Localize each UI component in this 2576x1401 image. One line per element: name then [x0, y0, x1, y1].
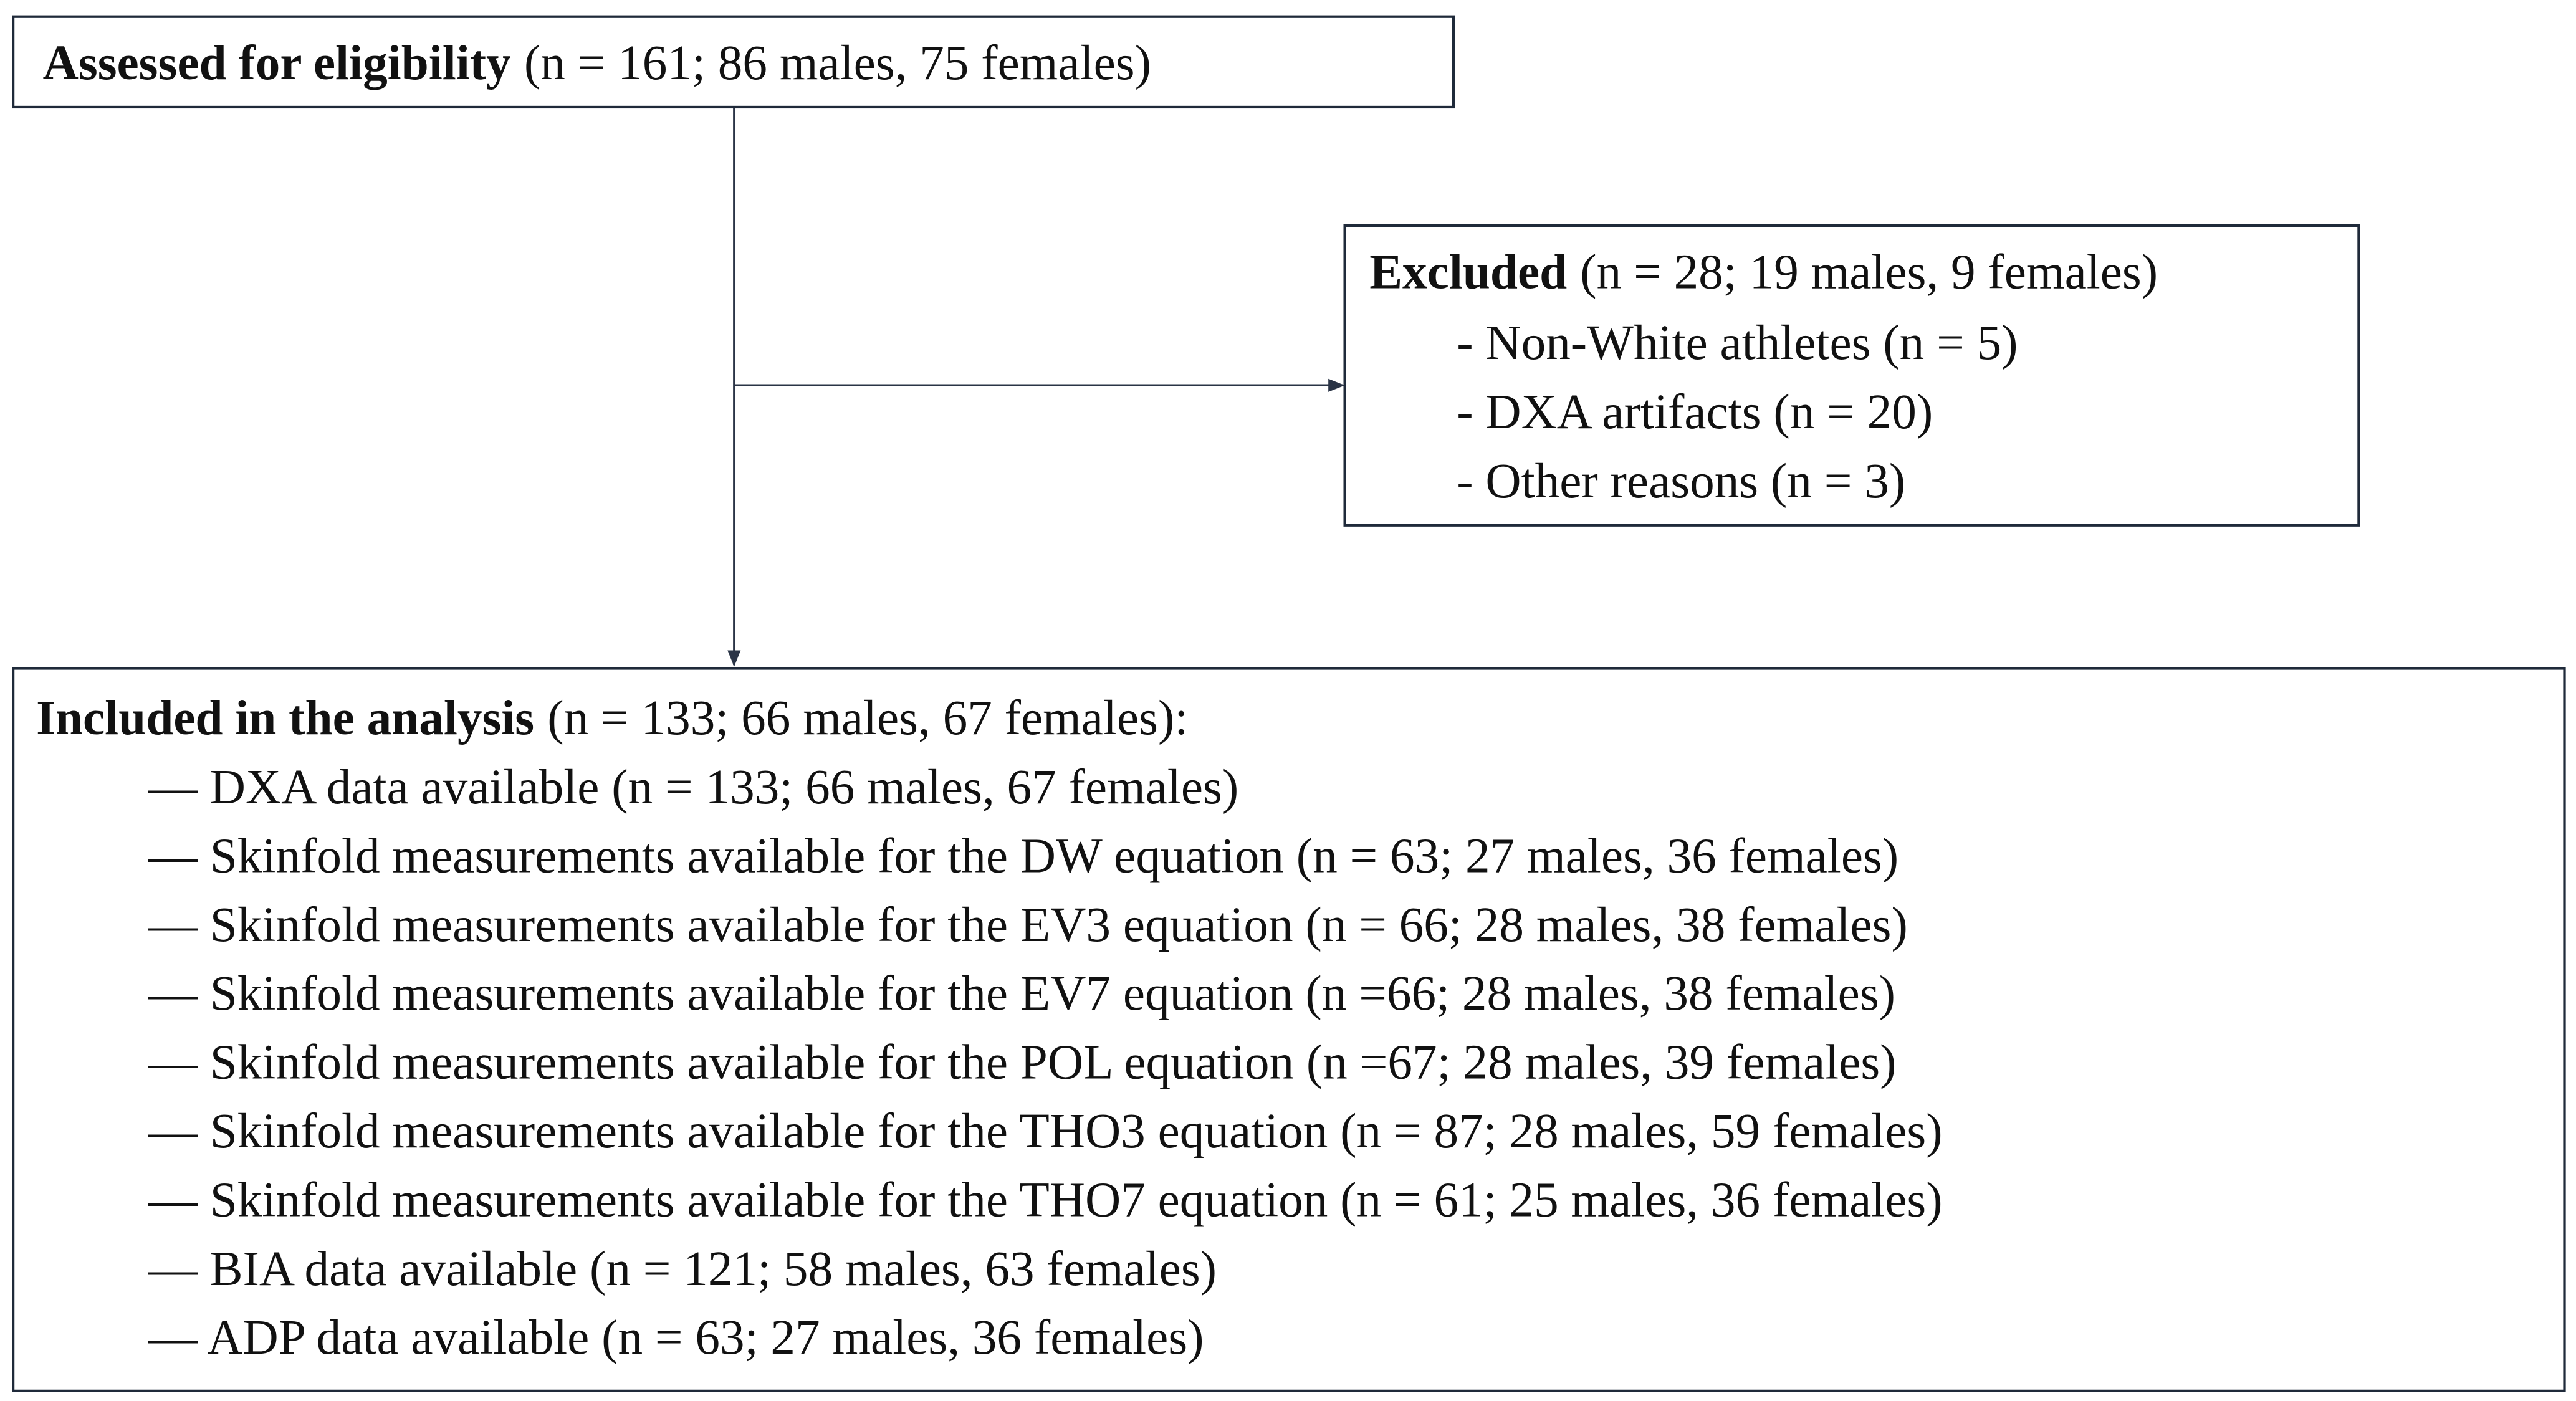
included-item: — BIA data available (n = 121; 58 males,…	[148, 1241, 1217, 1296]
included-count: (n = 133; 66 males, 67 females):	[547, 691, 1188, 745]
box-excluded	[1343, 224, 2360, 527]
assessed-count: (n = 161; 86 males, 75 females)	[524, 36, 1151, 90]
included-item: — DXA data available (n = 133; 66 males,…	[148, 760, 1239, 815]
included-text: Included in the analysis (n = 133; 66 mal…	[36, 691, 1188, 745]
assessed-title: Assessed for eligibility	[43, 36, 511, 90]
excluded-count: (n = 28; 19 males, 9 females)	[1580, 244, 2158, 299]
assessed-text: Assessed for eligibility (n = 161; 86 mal…	[43, 36, 1151, 90]
included-item: — Skinfold measurements available for th…	[148, 1104, 1943, 1159]
box-assessed	[12, 15, 1455, 109]
box-included	[12, 667, 2566, 1392]
included-item: — Skinfold measurements available for th…	[148, 1035, 1897, 1090]
excluded-text: Excluded (n = 28; 19 males, 9 females)	[1369, 244, 2158, 299]
included-item: — Skinfold measurements available for th…	[148, 828, 1899, 883]
excluded-item: - Other reasons (n = 3)	[1457, 454, 1905, 509]
included-item: — ADP data available (n = 63; 27 males, …	[148, 1310, 1204, 1365]
included-item: — Skinfold measurements available for th…	[148, 1172, 1943, 1227]
excluded-item: - DXA artifacts (n = 20)	[1457, 385, 1933, 439]
excluded-title: Excluded	[1369, 244, 1567, 299]
excluded-item: - Non-White athletes (n = 5)	[1457, 315, 2018, 370]
included-item: — Skinfold measurements available for th…	[148, 966, 1895, 1021]
included-item: — Skinfold measurements available for th…	[148, 897, 1908, 952]
included-title: Included in the analysis	[36, 691, 534, 745]
